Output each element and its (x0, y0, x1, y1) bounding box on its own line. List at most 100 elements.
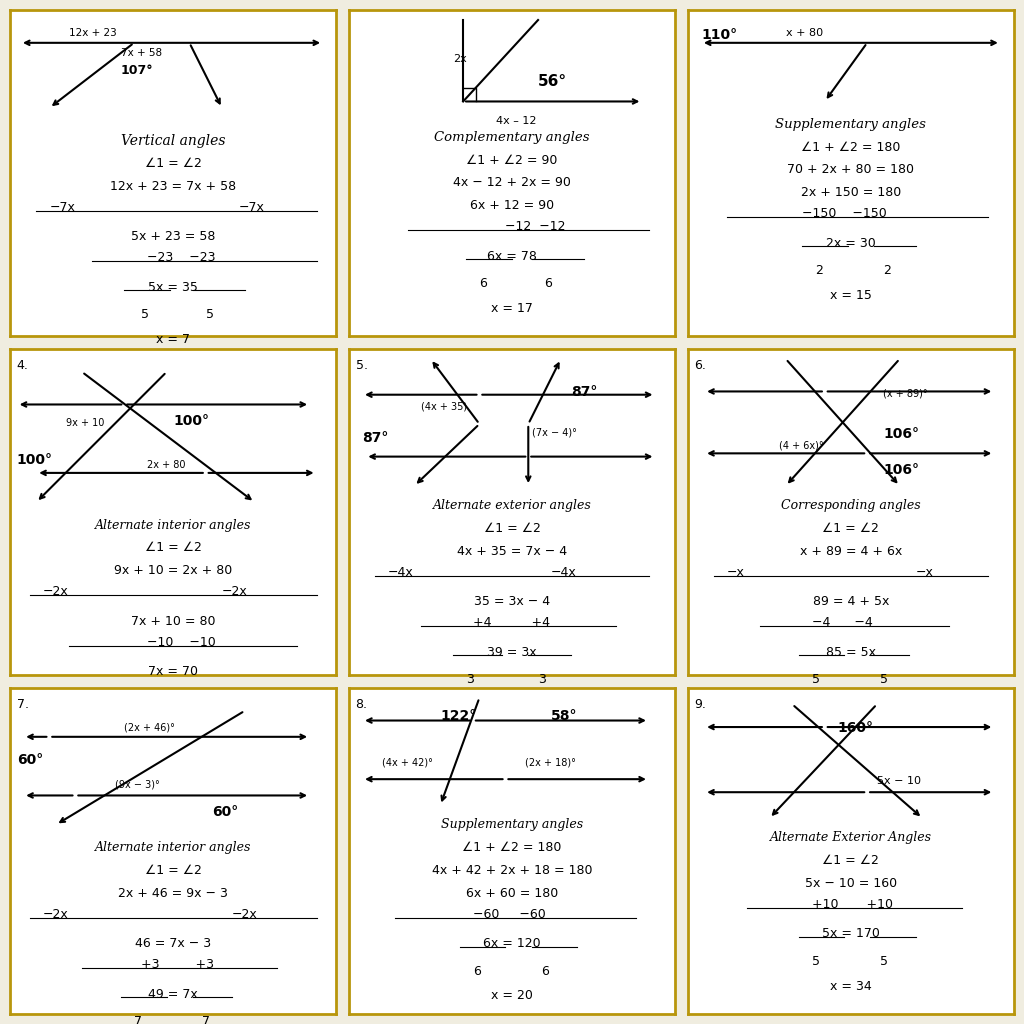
Text: 2x = 30: 2x = 30 (826, 237, 876, 250)
Text: (4 + 6x)°: (4 + 6x)° (779, 440, 823, 451)
Text: 87°: 87° (362, 430, 388, 444)
Text: 9x + 10: 9x + 10 (66, 418, 104, 427)
Text: ∠1 + ∠2 = 180: ∠1 + ∠2 = 180 (462, 841, 562, 854)
Text: 5.: 5. (355, 358, 368, 372)
Text: ∠1 = ∠2: ∠1 = ∠2 (822, 854, 880, 867)
Text: −7x: −7x (239, 201, 264, 214)
Text: (2x + 46)°: (2x + 46)° (124, 722, 175, 732)
Text: 2x + 46 = 9x − 3: 2x + 46 = 9x − 3 (118, 887, 228, 900)
Text: x = 15: x = 15 (829, 289, 871, 302)
Text: (4x + 35): (4x + 35) (421, 401, 467, 412)
Text: 5x = 170: 5x = 170 (822, 928, 880, 940)
Text: 5x = 35: 5x = 35 (148, 281, 198, 294)
Text: 46 = 7x − 3: 46 = 7x − 3 (135, 937, 211, 950)
Text: 122°: 122° (440, 709, 476, 723)
Text: (x + 89)°: (x + 89)° (884, 388, 928, 398)
Text: 5: 5 (812, 955, 820, 968)
Text: 2: 2 (884, 264, 891, 278)
Text: 107°: 107° (121, 63, 154, 77)
Text: ∠1 + ∠2 = 180: ∠1 + ∠2 = 180 (801, 140, 900, 154)
Text: x = 13: x = 13 (492, 697, 532, 711)
Text: 6: 6 (473, 965, 481, 978)
Text: 89 = 4 + 5x: 89 = 4 + 5x (813, 595, 889, 608)
Text: 7x + 58: 7x + 58 (121, 48, 162, 57)
Text: 70 + 2x + 80 = 180: 70 + 2x + 80 = 180 (787, 164, 914, 176)
Text: x = 17: x = 17 (829, 697, 871, 711)
Text: 9x + 10 = 2x + 80: 9x + 10 = 2x + 80 (114, 564, 232, 578)
Text: Alternate interior angles: Alternate interior angles (95, 841, 251, 854)
Text: 100°: 100° (173, 415, 209, 428)
Text: 4x – 12: 4x – 12 (496, 116, 537, 126)
Text: 6x + 60 = 180: 6x + 60 = 180 (466, 887, 558, 900)
Text: x = 7: x = 7 (156, 333, 190, 346)
Text: 5x − 10 = 160: 5x − 10 = 160 (805, 877, 897, 890)
Text: 100°: 100° (16, 454, 53, 467)
Text: 4x + 35 = 7x − 4: 4x + 35 = 7x − 4 (457, 545, 567, 558)
Text: −7x: −7x (49, 201, 75, 214)
Text: −23    −23: −23 −23 (147, 251, 216, 264)
Text: 7: 7 (134, 1016, 142, 1024)
Text: 49 = 7x: 49 = 7x (148, 988, 198, 1000)
Text: ∠1 = ∠2: ∠1 = ∠2 (144, 542, 202, 554)
Text: 6: 6 (479, 278, 487, 291)
Text: 4.: 4. (16, 358, 29, 372)
Text: 6.: 6. (694, 358, 707, 372)
Text: 85 = 5x: 85 = 5x (825, 645, 876, 658)
Text: 6: 6 (545, 278, 553, 291)
Text: 7.: 7. (16, 697, 29, 711)
Text: −2x: −2x (231, 908, 258, 921)
Text: 5x − 10: 5x − 10 (877, 776, 921, 785)
Text: (2x + 18)°: (2x + 18)° (525, 758, 575, 768)
Text: −2x: −2x (222, 586, 248, 598)
Text: x = 10: x = 10 (153, 717, 195, 730)
Text: Supplementary angles: Supplementary angles (441, 818, 583, 831)
Text: Alternate Exterior Angles: Alternate Exterior Angles (770, 831, 932, 845)
Text: 12x + 23: 12x + 23 (69, 29, 117, 38)
Text: 39 = 3x: 39 = 3x (487, 645, 537, 658)
Text: x = 20: x = 20 (492, 989, 532, 1002)
Text: x + 89 = 4 + 6x: x + 89 = 4 + 6x (800, 545, 902, 558)
Text: Corresponding angles: Corresponding angles (781, 499, 921, 512)
Text: −4x: −4x (388, 565, 414, 579)
Text: 6x + 12 = 90: 6x + 12 = 90 (470, 200, 554, 212)
Text: Alternate exterior angles: Alternate exterior angles (432, 499, 592, 512)
Text: ∠1 = ∠2: ∠1 = ∠2 (144, 157, 202, 170)
Text: 5: 5 (812, 674, 820, 686)
Text: +3         +3: +3 +3 (140, 958, 214, 972)
Text: 12x + 23 = 7x + 58: 12x + 23 = 7x + 58 (111, 179, 237, 193)
Text: ∠1 + ∠2 = 90: ∠1 + ∠2 = 90 (466, 154, 558, 167)
Text: (4x + 42)°: (4x + 42)° (382, 758, 432, 768)
Text: 106°: 106° (884, 427, 920, 441)
Text: 2x + 80: 2x + 80 (147, 460, 185, 470)
Text: 2: 2 (815, 264, 823, 278)
Text: Vertical angles: Vertical angles (121, 134, 225, 148)
Text: 8.: 8. (355, 697, 368, 711)
Text: 2x + 150 = 180: 2x + 150 = 180 (801, 186, 901, 200)
Text: +10       +10: +10 +10 (812, 898, 893, 911)
Text: −12  −12: −12 −12 (506, 220, 566, 233)
Text: ∠1 = ∠2: ∠1 = ∠2 (483, 522, 541, 535)
Text: 2x: 2x (454, 54, 467, 65)
Text: Supplementary angles: Supplementary angles (775, 118, 927, 131)
Text: x = 34: x = 34 (830, 980, 871, 992)
Text: 7: 7 (134, 693, 142, 706)
Text: 35 = 3x − 4: 35 = 3x − 4 (474, 595, 550, 608)
Text: 60°: 60° (212, 805, 239, 819)
Text: x = 17: x = 17 (492, 302, 532, 314)
Text: −10    −10: −10 −10 (147, 636, 216, 649)
Text: ∠1 = ∠2: ∠1 = ∠2 (144, 864, 202, 877)
Text: −x: −x (727, 565, 744, 579)
Text: 7: 7 (203, 693, 211, 706)
Text: −2x: −2x (43, 586, 69, 598)
Text: 5: 5 (881, 674, 888, 686)
Text: +4          +4: +4 +4 (473, 616, 550, 630)
Text: −4x: −4x (551, 565, 577, 579)
Text: 6x = 78: 6x = 78 (487, 250, 537, 263)
Text: 7x + 10 = 80: 7x + 10 = 80 (131, 614, 215, 628)
Text: 160°: 160° (838, 721, 873, 734)
Text: 56°: 56° (538, 75, 567, 89)
Text: (7x − 4)°: (7x − 4)° (531, 427, 577, 437)
Text: 5: 5 (140, 308, 148, 322)
Text: 5x + 23 = 58: 5x + 23 = 58 (131, 230, 215, 243)
Text: 3: 3 (538, 674, 546, 686)
